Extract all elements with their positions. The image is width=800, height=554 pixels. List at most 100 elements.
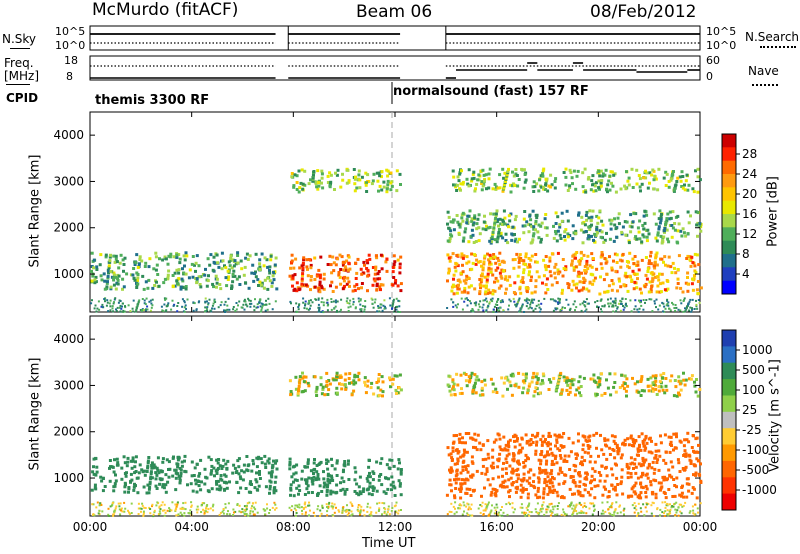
scatter-cell (466, 470, 470, 474)
ground-scatter-cell (640, 299, 642, 302)
scatter-cell (133, 263, 137, 266)
ground-scatter-cell (623, 507, 626, 510)
scatter-cell (541, 469, 545, 473)
scatter-cell (454, 477, 458, 481)
scatter-cell (546, 444, 550, 448)
scatter-cell (541, 434, 545, 438)
ground-scatter-cell (682, 504, 685, 507)
scatter-cell (544, 213, 548, 216)
scatter-cell (567, 286, 571, 290)
scatter-cell (613, 223, 617, 227)
scatter-cell (491, 292, 495, 296)
scatter-cell (523, 173, 527, 176)
ground-scatter-cell (637, 310, 640, 313)
scatter-cell (335, 371, 339, 375)
scatter-cell (503, 216, 507, 220)
ground-scatter-cell (290, 509, 293, 512)
ground-scatter-cell (572, 303, 575, 306)
scatter-cell (656, 275, 660, 279)
scatter-cell (476, 433, 480, 437)
scatter-cell (247, 490, 251, 494)
scatter-cell (654, 379, 658, 383)
ground-scatter-cell (119, 502, 122, 505)
scatter-cell (273, 480, 277, 484)
scatter-cell (669, 440, 673, 444)
scatter-cell (266, 287, 270, 291)
scatter-cell (533, 290, 537, 294)
ground-scatter-cell (556, 307, 559, 310)
scatter-cell (354, 261, 357, 265)
scatter-cell (555, 388, 558, 392)
ground-scatter-cell (375, 511, 378, 514)
scatter-cell (398, 262, 402, 266)
ground-scatter-cell (223, 303, 226, 306)
ground-scatter-cell (317, 303, 320, 306)
scatter-cell (242, 470, 246, 474)
scatter-cell (480, 388, 484, 392)
scatter-cell (460, 391, 464, 395)
ground-scatter-cell (336, 300, 339, 303)
scatter-cell (385, 257, 389, 261)
scatter-cell (684, 179, 688, 183)
ground-scatter-cell (369, 512, 372, 515)
scatter-cell (362, 260, 366, 264)
scatter-cell (495, 220, 499, 224)
scatter-cell (574, 187, 578, 191)
scatter-cell (659, 218, 663, 222)
scatter-cell (535, 270, 539, 274)
scatter-cell (399, 255, 403, 259)
scatter-cell (550, 451, 554, 455)
scatter-cell (540, 185, 544, 189)
scatter-cell (388, 458, 392, 462)
scatter-cell (539, 224, 543, 228)
scatter-cell (449, 452, 453, 456)
ground-scatter-cell (382, 304, 385, 307)
scatter-cell (624, 284, 628, 287)
scatter-cell (329, 180, 333, 184)
ground-scatter-cell (582, 506, 584, 509)
ground-scatter-cell (342, 506, 345, 509)
scatter-cell (524, 488, 528, 491)
scatter-cell (547, 431, 551, 435)
scatter-cell (666, 212, 670, 216)
scatter-cell (575, 286, 578, 290)
scatter-cell (599, 473, 603, 477)
scatter-cell (685, 495, 689, 499)
ground-scatter-cell (221, 510, 224, 513)
scatter-cell (318, 290, 322, 294)
scatter-cell (300, 477, 304, 481)
ground-scatter-cell (459, 507, 462, 510)
scatter-cell (470, 228, 474, 232)
ground-scatter-cell (564, 512, 566, 515)
scatter-cell (355, 482, 359, 486)
scatter-cell (582, 376, 586, 380)
scatter-cell (529, 218, 533, 222)
scatter-cell (654, 496, 658, 500)
scatter-cell (581, 221, 585, 225)
scatter-cell (92, 465, 95, 469)
scatter-cell (535, 216, 539, 220)
scatter-cell (493, 223, 496, 227)
scatter-cell (472, 384, 476, 388)
scatter-cell (575, 282, 579, 286)
scatter-cell (379, 461, 383, 465)
scatter-cell (605, 378, 608, 382)
scatter-cell (548, 487, 552, 491)
scatter-cell (464, 281, 468, 285)
scatter-cell (572, 378, 576, 382)
scatter-cell (176, 282, 180, 286)
scatter-cell (538, 471, 542, 475)
scatter-cell (691, 261, 695, 265)
scatter-cell (620, 259, 624, 263)
scatter-cell (481, 393, 485, 397)
ground-scatter-cell (294, 504, 297, 507)
scatter-cell (514, 237, 518, 241)
scatter-cell (218, 484, 222, 488)
ground-scatter-cell (243, 308, 246, 311)
power-colorbar-label: 4 (742, 267, 750, 281)
scatter-cell (567, 392, 571, 396)
scatter-cell (469, 474, 472, 478)
ground-scatter-cell (356, 508, 359, 511)
scatter-cell (267, 471, 271, 475)
scatter-cell (515, 252, 519, 256)
